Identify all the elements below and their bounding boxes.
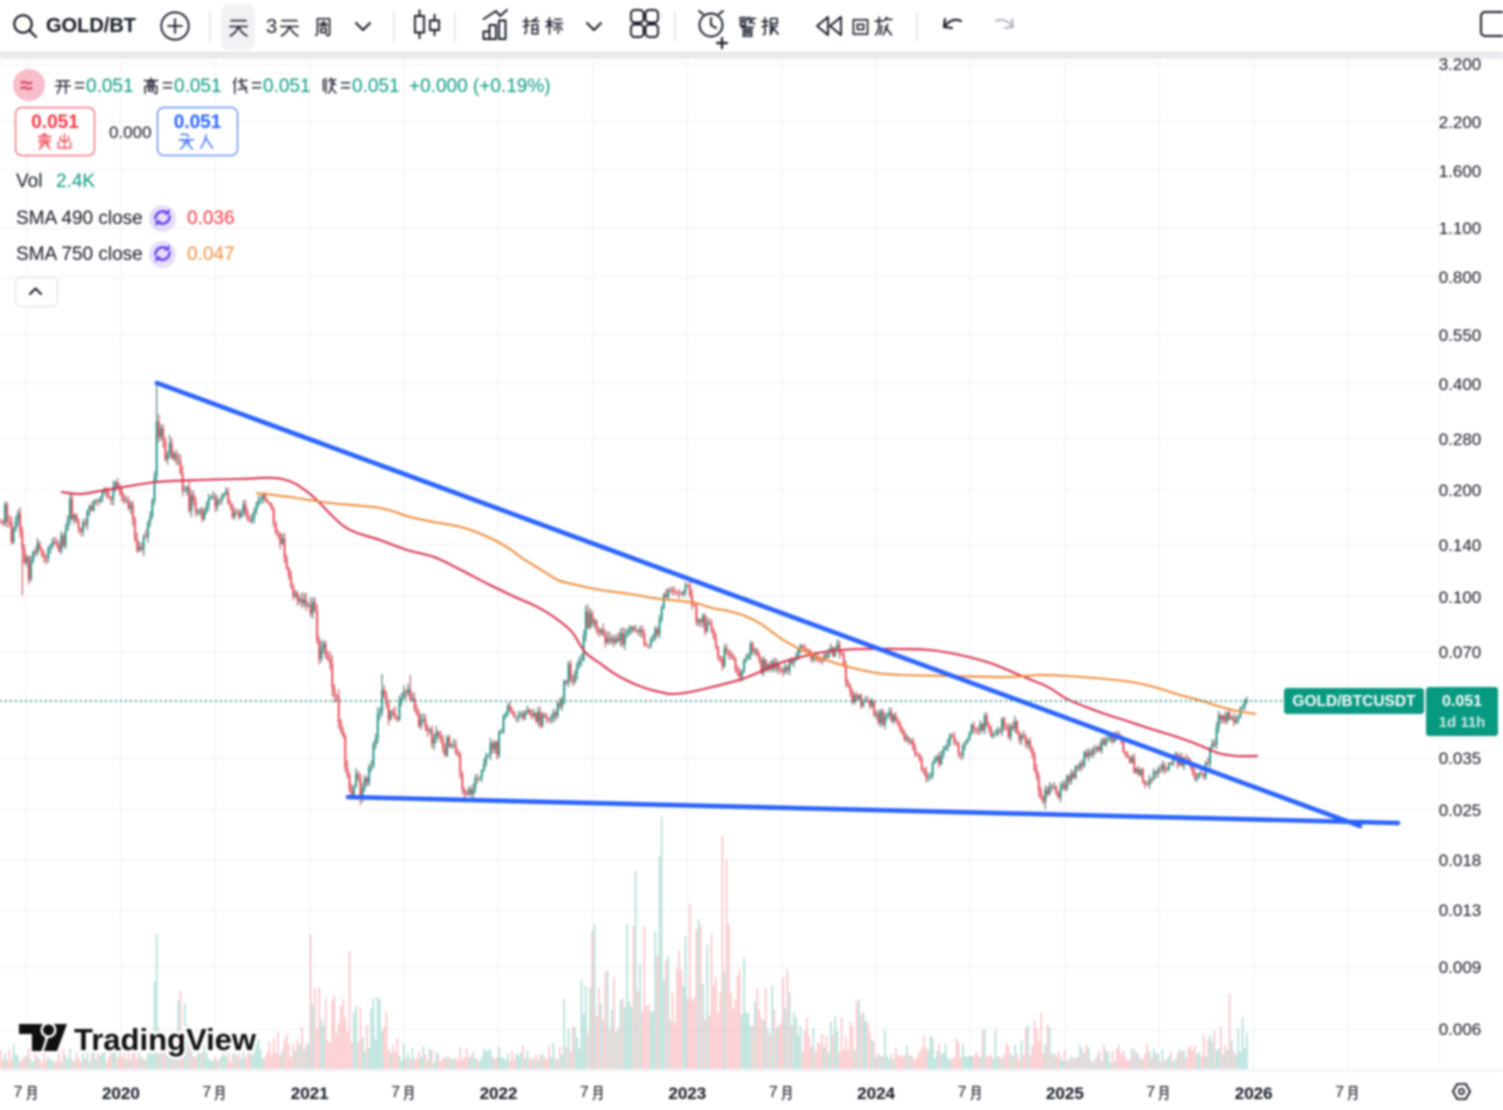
svg-text:TradingView: TradingView xyxy=(74,1022,257,1057)
